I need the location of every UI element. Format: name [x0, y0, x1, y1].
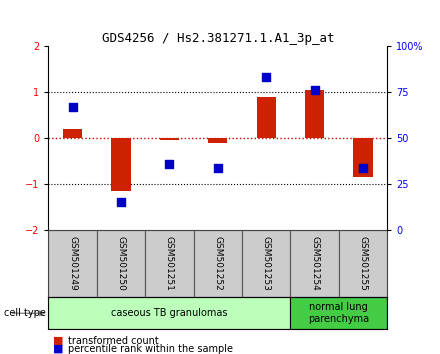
Text: normal lung
parenchyma: normal lung parenchyma [308, 302, 369, 324]
Bar [48, 230, 97, 297]
Text: transformed count: transformed count [68, 336, 159, 346]
Point [311, 87, 318, 93]
Bar [257, 97, 276, 138]
Bar [290, 297, 387, 329]
Text: cell type: cell type [4, 308, 46, 318]
Bar [353, 138, 373, 177]
Text: percentile rank within the sample: percentile rank within the sample [68, 344, 233, 354]
Point [69, 104, 76, 110]
Bar [305, 90, 324, 138]
Text: GSM501251: GSM501251 [165, 236, 174, 291]
Text: GSM501253: GSM501253 [262, 236, 271, 291]
Point [166, 161, 173, 167]
Text: GSM501249: GSM501249 [68, 236, 77, 291]
Title: GDS4256 / Hs2.381271.1.A1_3p_at: GDS4256 / Hs2.381271.1.A1_3p_at [102, 32, 334, 45]
Text: ■: ■ [53, 344, 63, 354]
Point [214, 165, 221, 170]
Text: GSM501254: GSM501254 [310, 236, 319, 291]
Bar [160, 138, 179, 140]
Point [263, 74, 270, 80]
Text: caseous TB granulomas: caseous TB granulomas [111, 308, 227, 318]
Bar [290, 230, 339, 297]
Bar [339, 230, 387, 297]
Text: GSM501255: GSM501255 [359, 236, 367, 291]
Text: GSM501252: GSM501252 [213, 236, 222, 291]
Text: ■: ■ [53, 336, 63, 346]
Bar [111, 138, 131, 191]
Point [359, 165, 367, 170]
Text: GSM501250: GSM501250 [117, 236, 125, 291]
Bar [97, 230, 145, 297]
Bar [194, 230, 242, 297]
Bar [63, 129, 82, 138]
Bar [242, 230, 290, 297]
Bar [48, 297, 290, 329]
Point [117, 200, 125, 205]
Bar [208, 138, 227, 143]
Bar [145, 230, 194, 297]
